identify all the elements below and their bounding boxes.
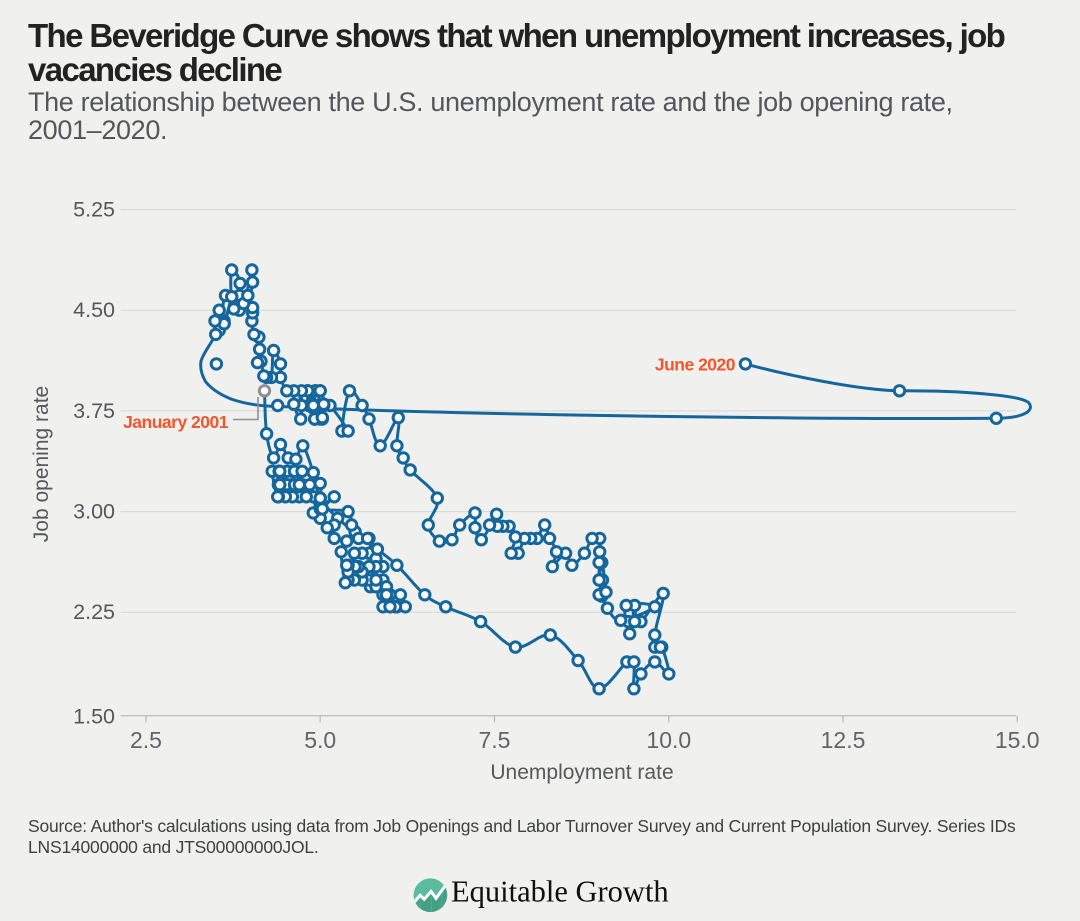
svg-text:January 2001: January 2001: [123, 412, 229, 432]
svg-text:5.0: 5.0: [304, 727, 336, 753]
svg-text:2.25: 2.25: [73, 600, 115, 624]
svg-text:Unemployment rate: Unemployment rate: [490, 761, 673, 784]
svg-text:Job opening rate: Job opening rate: [30, 386, 53, 542]
svg-text:3.00: 3.00: [73, 500, 115, 524]
svg-text:5.25: 5.25: [73, 198, 115, 222]
svg-text:15.0: 15.0: [995, 727, 1040, 753]
svg-text:4.50: 4.50: [73, 298, 115, 322]
svg-text:10.0: 10.0: [646, 727, 691, 753]
svg-text:2.5: 2.5: [130, 727, 162, 753]
svg-text:3.75: 3.75: [73, 399, 115, 423]
svg-text:1.50: 1.50: [73, 704, 115, 728]
svg-text:Equitable Growth: Equitable Growth: [451, 875, 669, 909]
svg-text:12.5: 12.5: [821, 727, 866, 753]
svg-text:7.5: 7.5: [479, 727, 511, 753]
svg-text:June 2020: June 2020: [655, 355, 736, 375]
